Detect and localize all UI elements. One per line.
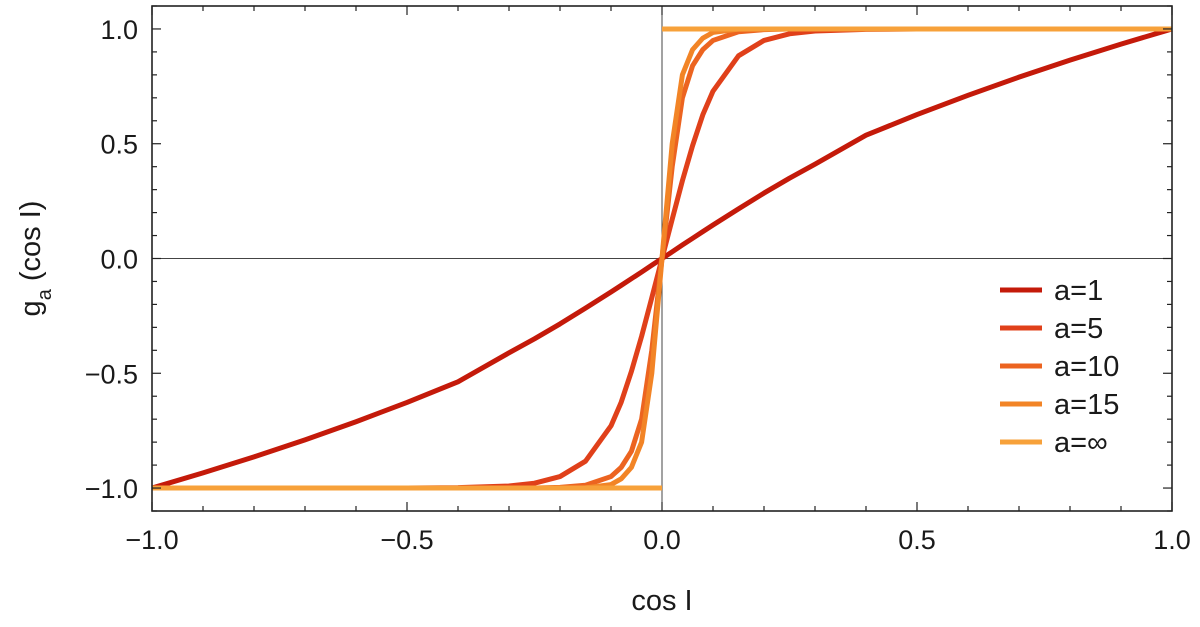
series-line-5 [152,26,1172,491]
y-tick-label: 1.0 [100,15,138,45]
x-tick-label: 0.5 [898,525,936,555]
y-tick-label: −1.0 [85,474,138,504]
series-layer [151,26,1173,491]
legend-label: a=5 [1054,313,1103,345]
x-tick-label: −1.0 [125,525,178,555]
y-axis-title-rest: (cos I) [15,201,47,290]
y-axis: −1.0 −0.5 0.0 0.5 1.0 [85,5,1172,512]
legend-label: a=10 [1054,351,1119,383]
x-axis-title: cos I [631,585,692,617]
legend-label: a=15 [1054,389,1119,421]
y-axis-title-subscript: a [34,288,56,300]
x-axis: −1.0 −0.5 0.0 0.5 1.0 [125,6,1191,555]
legend: a=1 a=5 a=10 a=15 a=∞ [1000,275,1119,459]
y-tick-label: −0.5 [85,359,138,389]
x-tick-label: −0.5 [380,525,433,555]
y-axis-title: ga (cos I) [15,201,56,317]
y-tick-label: 0.5 [100,130,138,160]
y-tick-label: 0.0 [100,245,138,275]
x-tick-label: 1.0 [1153,525,1191,555]
y-axis-title-main: g [15,300,47,316]
x-tick-label: 0.0 [643,525,681,555]
legend-label: a=∞ [1054,427,1108,459]
legend-label: a=1 [1054,275,1103,307]
